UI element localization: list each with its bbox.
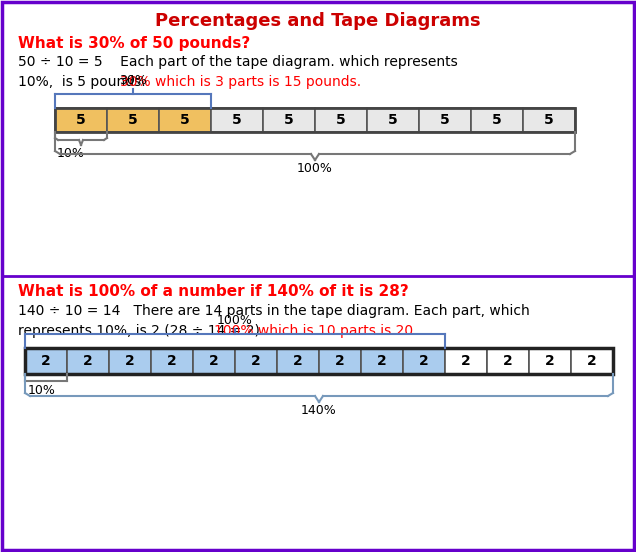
Bar	[159, 108, 211, 132]
Text: 10%,  is 5 pounds.: 10%, is 5 pounds.	[18, 75, 150, 89]
Bar	[25, 348, 613, 374]
Text: 2: 2	[209, 354, 219, 368]
Text: 100% which is 10 parts is 20.: 100% which is 10 parts is 20.	[214, 324, 417, 338]
Text: 5: 5	[336, 113, 346, 127]
Bar	[523, 108, 575, 132]
Text: 2: 2	[545, 354, 555, 368]
Bar	[109, 348, 151, 374]
Text: 2: 2	[335, 354, 345, 368]
Bar	[235, 348, 277, 374]
Bar	[315, 108, 367, 132]
Text: What is 30% of 50 pounds?: What is 30% of 50 pounds?	[18, 36, 250, 51]
Bar	[277, 348, 319, 374]
Text: 2: 2	[503, 354, 513, 368]
Text: 5: 5	[76, 113, 86, 127]
Text: 5: 5	[544, 113, 554, 127]
Bar	[151, 348, 193, 374]
Bar	[403, 348, 445, 374]
Text: 5: 5	[284, 113, 294, 127]
Text: 5: 5	[440, 113, 450, 127]
Bar	[211, 108, 263, 132]
Text: 30% which is 3 parts is 15 pounds.: 30% which is 3 parts is 15 pounds.	[120, 75, 361, 89]
Text: 10%: 10%	[28, 384, 56, 397]
Text: 50 ÷ 10 = 5    Each part of the tape diagram. which represents: 50 ÷ 10 = 5 Each part of the tape diagra…	[18, 55, 458, 69]
Bar	[67, 348, 109, 374]
Text: 2: 2	[167, 354, 177, 368]
Text: What is 100% of a number if 140% of it is 28?: What is 100% of a number if 140% of it i…	[18, 284, 409, 299]
Text: 2: 2	[41, 354, 51, 368]
Bar	[361, 348, 403, 374]
Bar	[367, 108, 419, 132]
Text: 5: 5	[388, 113, 398, 127]
Text: 100%: 100%	[217, 314, 253, 327]
Text: 2: 2	[419, 354, 429, 368]
Bar	[55, 108, 575, 132]
Text: 2: 2	[461, 354, 471, 368]
Text: 2: 2	[377, 354, 387, 368]
Text: 2: 2	[293, 354, 303, 368]
Bar	[107, 108, 159, 132]
Text: 5: 5	[492, 113, 502, 127]
Bar	[25, 348, 67, 374]
Bar	[319, 348, 361, 374]
Text: 2: 2	[587, 354, 597, 368]
Bar	[471, 108, 523, 132]
Text: 5: 5	[180, 113, 190, 127]
Text: 5: 5	[232, 113, 242, 127]
Bar	[419, 108, 471, 132]
Bar	[529, 348, 571, 374]
Text: 140 ÷ 10 = 14   There are 14 parts in the tape diagram. Each part, which: 140 ÷ 10 = 14 There are 14 parts in the …	[18, 304, 530, 318]
Bar	[487, 348, 529, 374]
Text: 30%: 30%	[119, 74, 147, 87]
Text: 10%: 10%	[57, 147, 85, 160]
Text: 140%: 140%	[301, 404, 337, 417]
Text: 100%: 100%	[297, 162, 333, 175]
Text: 2: 2	[125, 354, 135, 368]
Text: 5: 5	[128, 113, 138, 127]
Bar	[55, 108, 107, 132]
Bar	[193, 348, 235, 374]
Bar	[445, 348, 487, 374]
Bar	[571, 348, 613, 374]
Bar	[263, 108, 315, 132]
Text: represents 10%, is 2 (28 ÷ 14 = 2).: represents 10%, is 2 (28 ÷ 14 = 2).	[18, 324, 268, 338]
Text: 2: 2	[251, 354, 261, 368]
Text: 2: 2	[83, 354, 93, 368]
Text: Percentages and Tape Diagrams: Percentages and Tape Diagrams	[155, 12, 481, 30]
